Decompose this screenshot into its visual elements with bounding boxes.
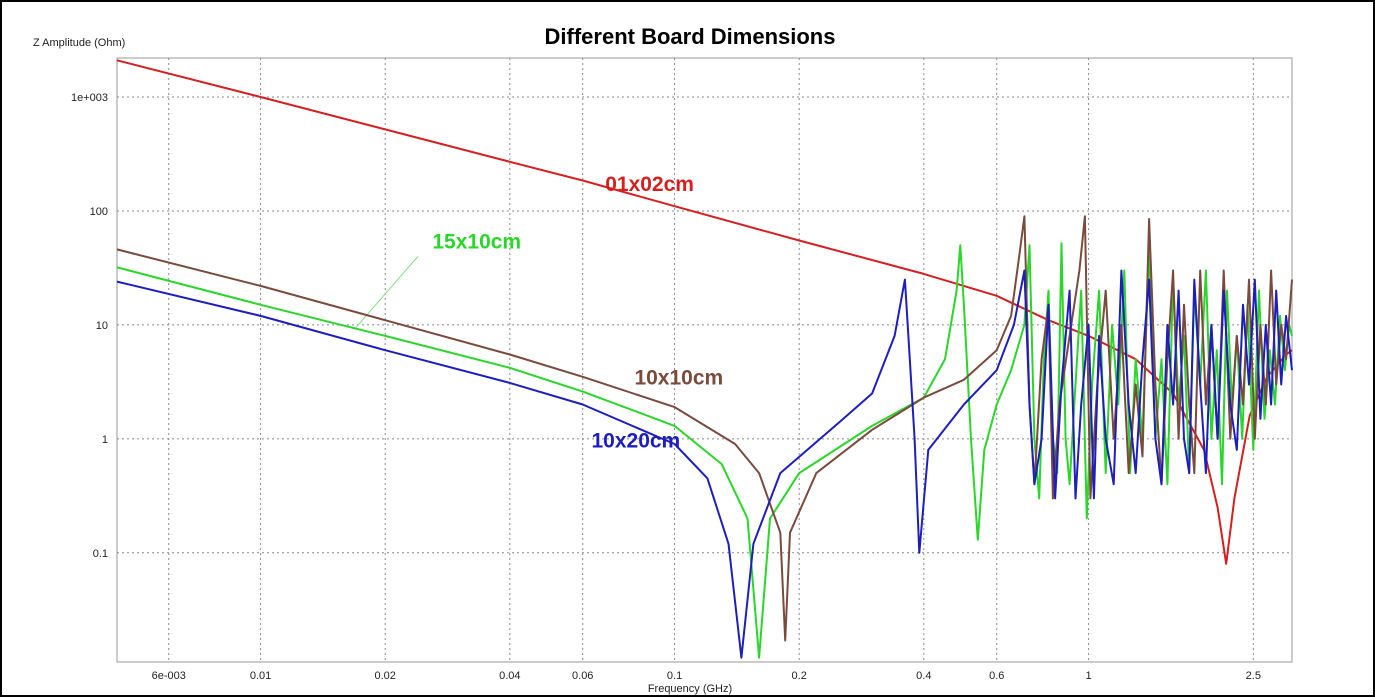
x-axis-title: Frequency (GHz): [648, 683, 732, 695]
y-tick-label: 100: [90, 206, 108, 218]
series-label: 10x10cm: [634, 366, 723, 389]
series-label: 10x20cm: [591, 429, 680, 452]
x-tick-label: 0.04: [499, 670, 520, 682]
x-tick-label: 6e-003: [152, 670, 186, 682]
series-labels: 01x02cm 15x10cm 10x10cm 10x20cm: [432, 173, 723, 453]
y-tick-label: 0.1: [93, 548, 108, 560]
x-tick-label: 2.5: [1246, 670, 1261, 682]
y-tick-label: 10: [96, 320, 108, 332]
series-label: 15x10cm: [432, 230, 521, 253]
series-label: 01x02cm: [605, 173, 694, 196]
x-tick-label: 0.02: [374, 670, 395, 682]
series-lines: [116, 59, 1293, 659]
x-tick-labels: 6e-003 0.01 0.02 0.04 0.06 0.1 0.2 0.4 0.6 1 2.5: [152, 670, 1261, 682]
x-tick-label: 1: [1086, 670, 1092, 682]
x-tick-label: 0.2: [792, 670, 807, 682]
plot-area-border: [116, 57, 1293, 663]
series-line-10x10cm: [116, 215, 1293, 642]
x-tick-label: 0.1: [667, 670, 682, 682]
chart-title: Different Board Dimensions: [545, 24, 836, 49]
y-tick-label: 1: [102, 434, 108, 446]
y-axis-title: Z Amplitude (Ohm): [33, 37, 125, 49]
y-tick-labels: 0.1 1 10 100 1e+003: [71, 92, 108, 560]
x-tick-label: 0.06: [572, 670, 593, 682]
x-tick-label: 0.4: [916, 670, 931, 682]
y-tick-label: 1e+003: [71, 92, 108, 104]
grid-lines: [116, 57, 1293, 663]
series-label-pointer: [355, 255, 419, 328]
x-tick-label: 0.6: [989, 670, 1004, 682]
x-tick-label: 0.01: [250, 670, 271, 682]
series-line-10x20cm: [116, 269, 1293, 659]
